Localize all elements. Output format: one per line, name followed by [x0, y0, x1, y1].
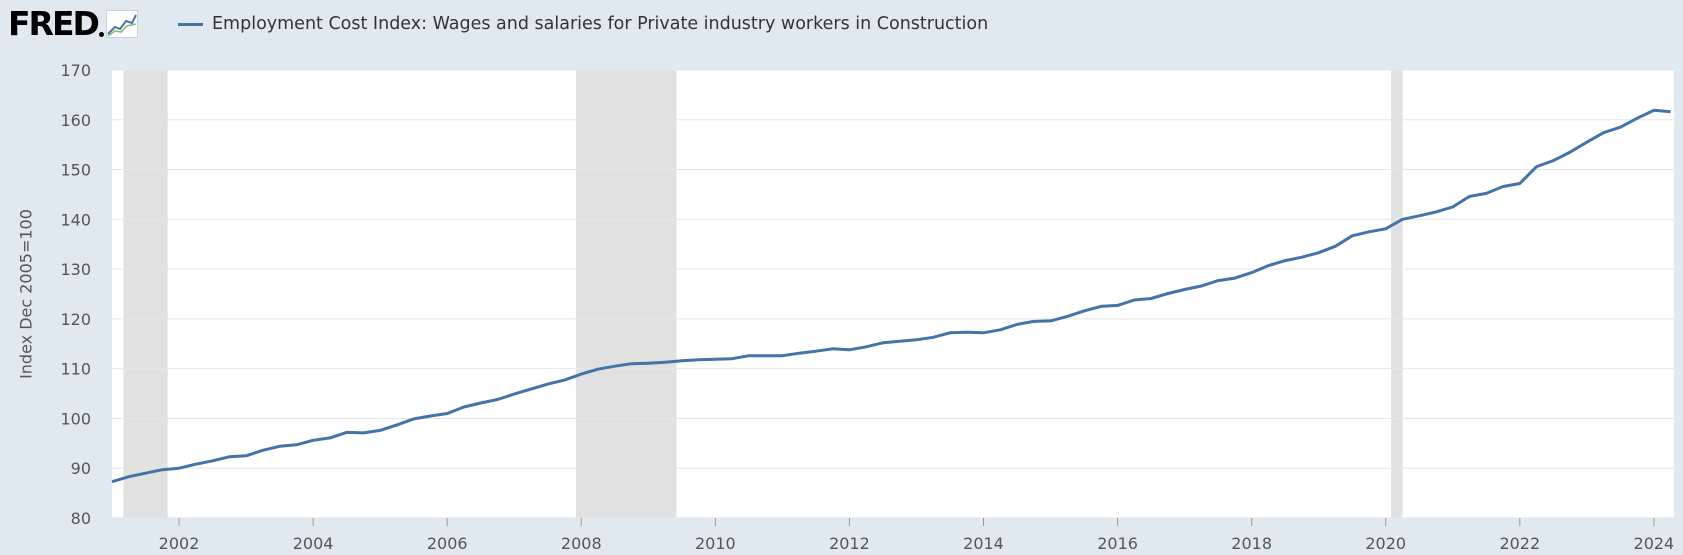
x-tick-label: 2010: [695, 534, 736, 553]
series-line: [111, 108, 1671, 484]
legend-swatch: [178, 22, 203, 26]
x-tick-label: 2014: [963, 534, 1004, 553]
y-tick-label: 170: [60, 61, 91, 80]
x-tick-label: 2012: [829, 534, 870, 553]
recession-band: [575, 70, 677, 518]
y-tick-label: 100: [60, 409, 91, 428]
recession-band: [123, 70, 168, 518]
y-axis-ticks: 80 90 100 110 120 130 140 150 160 170: [60, 61, 91, 528]
x-axis-ticks: 2002 2004 2006 2008 2010 2012 2014 2016 2018 2020…: [159, 518, 1675, 553]
y-tick-label: 110: [60, 360, 91, 379]
fred-logo-graph-icon: [105, 9, 138, 38]
logo-dot: [98, 32, 104, 37]
x-tick-label: 2002: [159, 534, 200, 553]
plot-area: [112, 70, 1674, 518]
x-tick-label: 2006: [427, 534, 468, 553]
x-tick-label: 2022: [1499, 534, 1540, 553]
x-tick-label: 2016: [1097, 534, 1138, 553]
y-tick-label: 160: [60, 111, 91, 130]
y-tick-label: 90: [71, 459, 91, 478]
x-tick-label: 2004: [293, 534, 334, 553]
chart-legend: Employment Cost Index: Wages and salarie…: [178, 14, 988, 34]
y-tick-label: 140: [60, 210, 91, 229]
recession-band: [1391, 70, 1403, 518]
x-tick-label: 2024: [1634, 534, 1675, 553]
y-tick-label: 130: [60, 260, 91, 279]
fred-logo[interactable]: FRED: [8, 7, 138, 40]
grid-lines: [112, 69, 1674, 519]
y-tick-label: 120: [60, 310, 91, 329]
x-tick-label: 2020: [1365, 534, 1406, 553]
y-tick-label: 150: [60, 161, 91, 180]
fred-logo-text: FRED: [8, 4, 100, 43]
legend-label: Employment Cost Index: Wages and salarie…: [212, 14, 989, 34]
chart-header: FRED Employment Cost Index: Wages and sa…: [0, 0, 1683, 52]
y-tick-label: 80: [71, 509, 91, 528]
recession-shading: [123, 70, 1403, 518]
x-tick-label: 2008: [561, 534, 602, 553]
x-tick-label: 2018: [1231, 534, 1272, 553]
